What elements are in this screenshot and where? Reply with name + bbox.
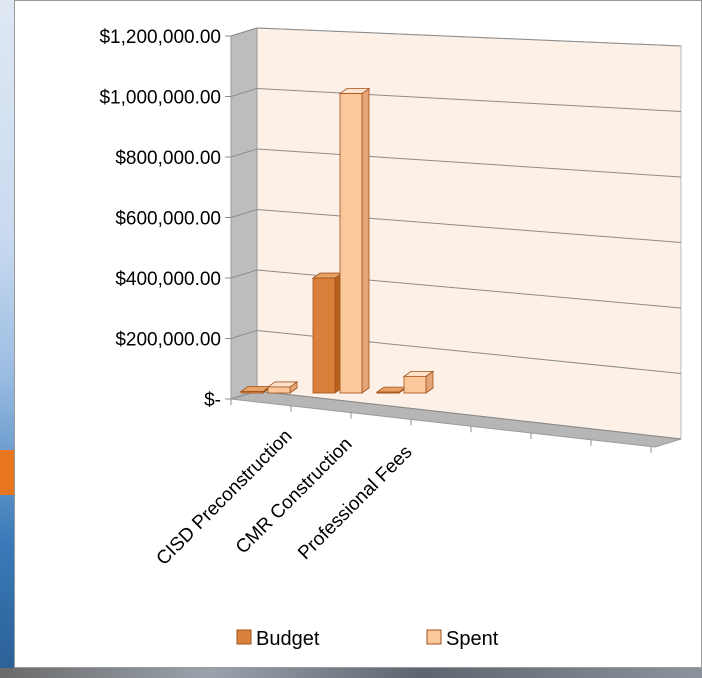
gridline — [256, 209, 682, 243]
bar-budget — [376, 391, 400, 394]
gridline-side — [230, 88, 258, 97]
y-tick-label: $1,200,000.00 — [99, 27, 221, 48]
bar-spent — [403, 375, 427, 394]
gridline — [256, 88, 682, 112]
chart-panel: $1,200,000.00 $1,000,000.00 $800,000.00 $60… — [14, 0, 702, 668]
gridline-side — [230, 148, 258, 158]
y-tick-label: $200,000.00 — [115, 330, 221, 351]
y-tick-label: $800,000.00 — [115, 148, 221, 169]
gridline — [256, 390, 682, 440]
gridline-side — [230, 330, 258, 339]
bar-budget — [312, 277, 336, 394]
y-tick-label: $400,000.00 — [115, 269, 221, 290]
budget-spent-chart: $1,200,000.00 $1,000,000.00 $800,000.00 $60… — [99, 27, 682, 650]
bar-spent — [339, 93, 363, 394]
bar-budget — [240, 391, 264, 394]
gridline-side — [230, 269, 258, 279]
legend-swatch-budget — [236, 629, 252, 645]
legend-label-spent: Spent — [446, 628, 499, 650]
y-tick-label: $600,000.00 — [115, 209, 221, 230]
x-category-label: CISD Preconstruction — [153, 426, 297, 570]
gridline — [256, 27, 682, 47]
legend-label-budget: Budget — [256, 628, 320, 650]
gridline-side — [230, 209, 258, 218]
bar-spent — [267, 386, 291, 394]
legend-swatch-spent — [426, 629, 442, 645]
slide-footer-strip — [0, 668, 702, 678]
x-category-label: Professional Fees — [294, 442, 416, 564]
x-category-label: CMR Construction — [232, 434, 357, 559]
gridline — [256, 148, 682, 178]
gridline-side — [230, 27, 258, 37]
bar-spent-side — [361, 87, 370, 394]
y-tick-label: $- — [204, 390, 221, 411]
y-tick-label: $1,000,000.00 — [99, 88, 221, 109]
